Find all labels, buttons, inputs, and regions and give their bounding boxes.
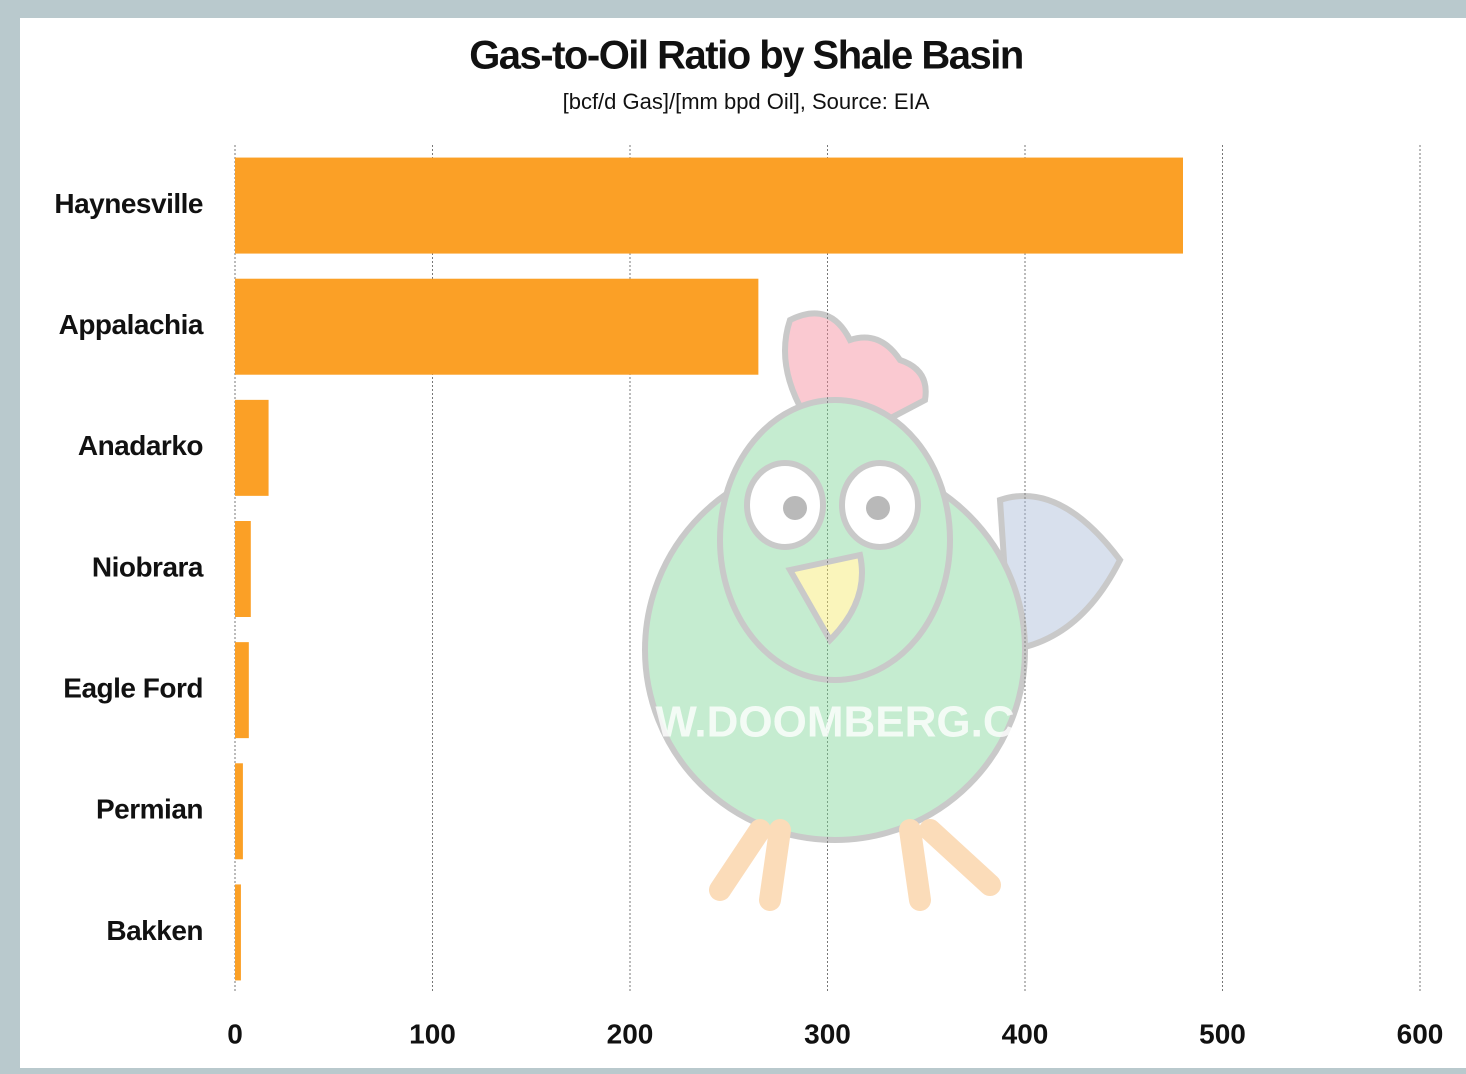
chart-title: Gas-to-Oil Ratio by Shale Basin — [469, 34, 1023, 78]
y-tick-label: Eagle Ford — [63, 673, 203, 704]
x-tick-label: 300 — [804, 1018, 851, 1049]
x-tick-label: 600 — [1397, 1018, 1444, 1049]
bar — [235, 278, 759, 375]
y-tick-label: Appalachia — [59, 309, 204, 340]
bar — [235, 884, 241, 981]
y-tick-label: Haynesville — [54, 188, 203, 219]
x-tick-label: 100 — [409, 1018, 456, 1049]
bar — [235, 642, 249, 739]
bar — [235, 521, 251, 617]
x-tick-label: 400 — [1002, 1018, 1049, 1049]
x-tick-label: 500 — [1199, 1018, 1246, 1049]
y-tick-label: Niobrara — [92, 551, 204, 582]
watermark-chicken — [642, 310, 1124, 911]
watermark-text: W.DOOMBERG.C — [655, 698, 1014, 747]
bar — [235, 399, 269, 496]
y-tick-label: Permian — [96, 794, 203, 825]
chart-subtitle: [bcf/d Gas]/[mm bpd Oil], Source: EIA — [563, 89, 930, 114]
x-tick-label: 0 — [227, 1018, 243, 1049]
y-tick-label: Anadarko — [78, 430, 204, 461]
bar — [235, 763, 243, 860]
x-tick-label: 200 — [607, 1018, 654, 1049]
bar — [235, 157, 1183, 254]
y-tick-label: Bakken — [106, 915, 203, 946]
